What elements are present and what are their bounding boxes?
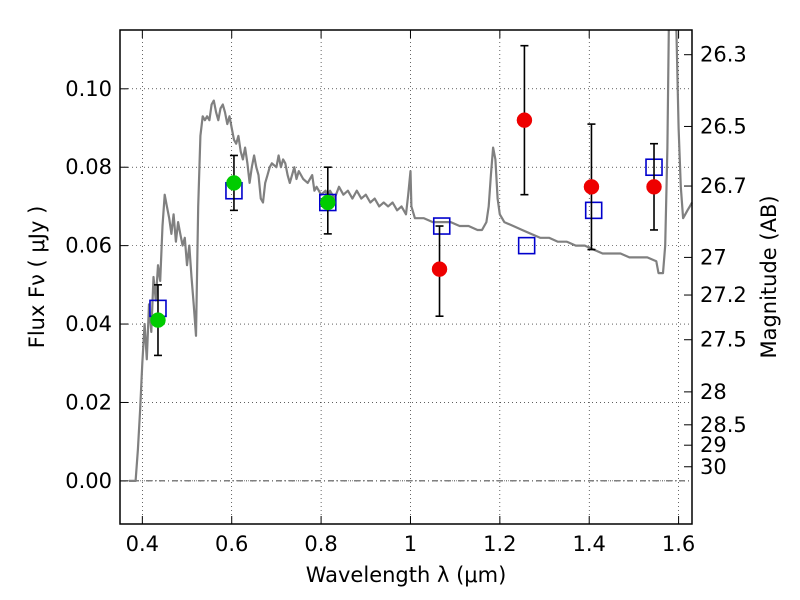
observed-flux-point — [320, 194, 336, 211]
x-tick-label: 0.8 — [304, 532, 337, 556]
observed-flux-point — [431, 261, 448, 277]
observed-flux-point — [583, 179, 600, 195]
x-tick-label: 1.4 — [573, 532, 606, 556]
x-axis-label: Wavelength λ (μm) — [306, 563, 507, 587]
model-flux-square — [584, 201, 603, 220]
right-tick-label: 27.5 — [700, 328, 747, 352]
observed-flux-point — [646, 179, 662, 195]
model-spectrum-line — [128, 29, 670, 482]
y-tick-label: 0.02 — [65, 390, 112, 414]
observed-flux-point — [516, 112, 533, 128]
right-tick-label: 26.5 — [700, 114, 747, 138]
grid-lines — [120, 30, 692, 524]
right-tick-label: 29 — [700, 433, 727, 457]
y-tick-label: 0.04 — [65, 312, 112, 336]
y-tick-label: 0.08 — [65, 155, 112, 179]
observed-flux-point — [226, 175, 242, 191]
right-tick-label: 26.3 — [700, 43, 747, 67]
model-flux-square — [432, 217, 451, 235]
ticks: 0.4 0.6 0.8 1 1.2 1.4 1.6 0.00 0.02 0.04 0.06 0.08 0… — [65, 30, 747, 556]
right-tick-label: 28 — [700, 380, 727, 404]
plot-data — [120, 29, 693, 482]
right-tick-label: 27.2 — [700, 283, 747, 307]
y-axis-right-label: Magnitude (AB) — [757, 195, 781, 358]
y-axis-label: Flux Fν ( μJy ) — [25, 206, 49, 349]
y-tick-label: 0.06 — [65, 234, 112, 258]
model-flux-square — [517, 236, 536, 255]
right-tick-label: 26.7 — [700, 174, 747, 198]
y-tick-label: 0.10 — [65, 77, 112, 101]
y-tick-label: 0.00 — [65, 469, 112, 493]
model-spectrum-line — [675, 29, 693, 220]
plot-frame — [119, 29, 693, 525]
x-tick-label: 1 — [404, 532, 417, 556]
x-tick-label: 1.6 — [662, 532, 695, 556]
x-tick-label: 1.2 — [483, 532, 516, 556]
right-tick-label: 30 — [700, 455, 727, 479]
x-tick-label: 0.4 — [126, 532, 159, 556]
right-tick-label: 28.5 — [700, 413, 747, 437]
right-tick-label: 27 — [700, 245, 727, 269]
observed-flux-point — [150, 312, 166, 328]
x-tick-label: 0.6 — [215, 532, 248, 556]
